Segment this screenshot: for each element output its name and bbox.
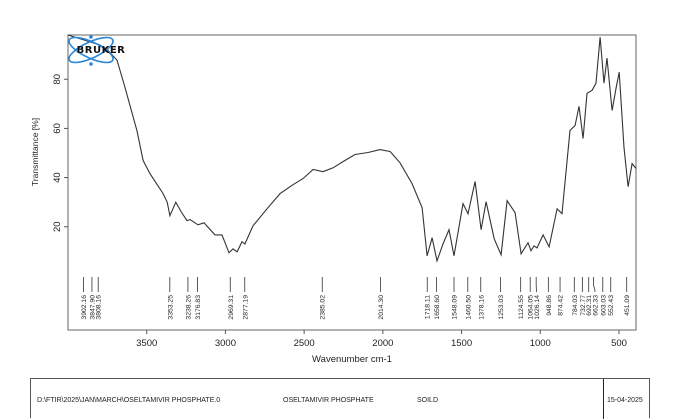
footer-divider xyxy=(603,379,604,419)
file-path: D:\FTIR\2025\JAN\MARCH\OSELTAMIVIR PHOSP… xyxy=(37,397,220,404)
x-axis-label: Wavenumber cm-1 xyxy=(312,354,392,365)
peak-label: 1718.11 xyxy=(425,295,432,319)
peak-label: 1658.60 xyxy=(434,295,441,320)
x-tick-label: 500 xyxy=(611,338,627,349)
x-tick-label: 1500 xyxy=(451,338,472,349)
plot-frame xyxy=(68,35,636,330)
y-axis-label: Transmittance [%] xyxy=(30,118,40,186)
peak-label: 662.33 xyxy=(592,295,599,316)
spectrum-line xyxy=(68,35,636,261)
sample-form: SOILD xyxy=(417,397,438,404)
peak-label: 948.86 xyxy=(546,295,553,316)
peak-label: 1124.55 xyxy=(518,295,525,319)
peak-label: 3808.16 xyxy=(96,295,103,320)
peak-label: 1378.16 xyxy=(478,295,485,320)
y-tick-label: 40 xyxy=(52,172,63,183)
peak-label: 552.43 xyxy=(608,295,615,316)
y-tick-label: 60 xyxy=(52,123,63,134)
peak-label: 874.42 xyxy=(558,295,565,316)
peak-label: 1548.09 xyxy=(451,295,458,320)
sample-info-footer: D:\FTIR\2025\JAN\MARCH\OSELTAMIVIR PHOSP… xyxy=(30,378,650,418)
peak-label: 3176.83 xyxy=(195,295,202,320)
peak-label: 1460.50 xyxy=(465,295,472,320)
x-tick-label: 2000 xyxy=(372,338,393,349)
peak-label: 3902.16 xyxy=(81,295,88,320)
x-tick-label: 2500 xyxy=(294,338,315,349)
peak-label: 2877.19 xyxy=(242,295,249,320)
x-tick-label: 3500 xyxy=(136,338,157,349)
peak-label: 2969.31 xyxy=(228,295,235,320)
peak-label: 2014.30 xyxy=(378,295,385,320)
x-tick-label: 3000 xyxy=(215,338,236,349)
peak-label: 3353.25 xyxy=(167,295,174,320)
svg-text:BRUKER: BRUKER xyxy=(77,45,126,56)
peak-label: 603.03 xyxy=(600,295,607,316)
peak-label: 3238.26 xyxy=(185,295,192,320)
y-tick-label: 80 xyxy=(52,74,63,85)
peak-label: 2385.02 xyxy=(320,295,327,320)
peak-label: 784.03 xyxy=(572,295,579,316)
peak-marker xyxy=(593,277,594,292)
measurement-date: 15-04-2025 xyxy=(607,397,643,404)
peak-label: 1253.03 xyxy=(498,295,505,320)
peak-label: 1026.14 xyxy=(534,295,541,320)
x-tick-label: 1000 xyxy=(530,338,551,349)
y-tick-label: 20 xyxy=(52,221,63,232)
sample-name: OSELTAMIVIR PHOSPHATE xyxy=(283,397,374,404)
bruker-logo: BRUKER xyxy=(66,33,125,68)
peak-label: 451.09 xyxy=(624,295,631,316)
